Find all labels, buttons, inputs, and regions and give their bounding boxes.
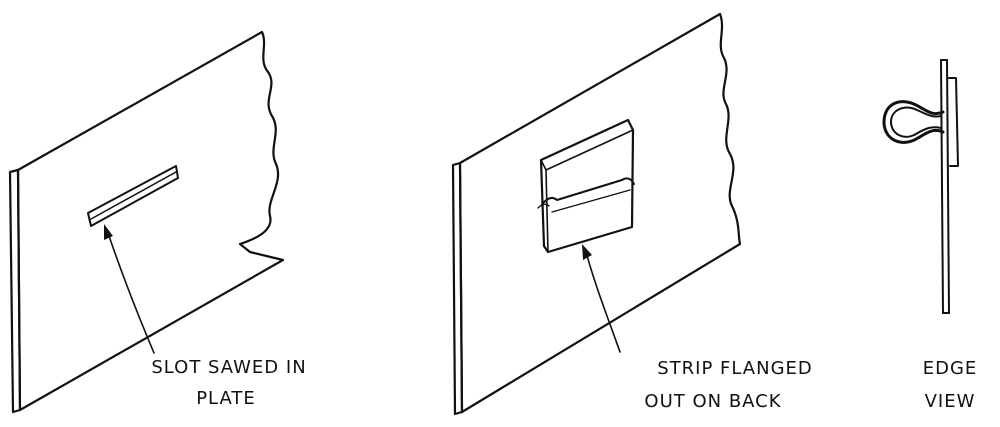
- sawed-slot: [87, 165, 179, 227]
- strip-leader-arrow: [582, 244, 621, 353]
- edge-label-line1: EDGE: [923, 358, 978, 379]
- edge-label-line2: VIEW: [925, 391, 976, 412]
- strip-label-line2: OUT ON BACK: [644, 391, 781, 412]
- slot-label-line2: PLATE: [196, 388, 256, 409]
- slot-label-line1: SLOT SAWED IN: [151, 357, 306, 378]
- edge-view-detail: [882, 59, 959, 314]
- plate-with-slot: SLOT SAWED IN PLATE: [8, 30, 306, 414]
- strip-label-line1: STRIP FLANGED: [657, 358, 813, 379]
- slot-leader-arrow: [104, 224, 155, 354]
- flanged-strip: [537, 118, 635, 254]
- plate-with-flanged-strip: STRIP FLANGED OUT ON BACK: [451, 12, 813, 416]
